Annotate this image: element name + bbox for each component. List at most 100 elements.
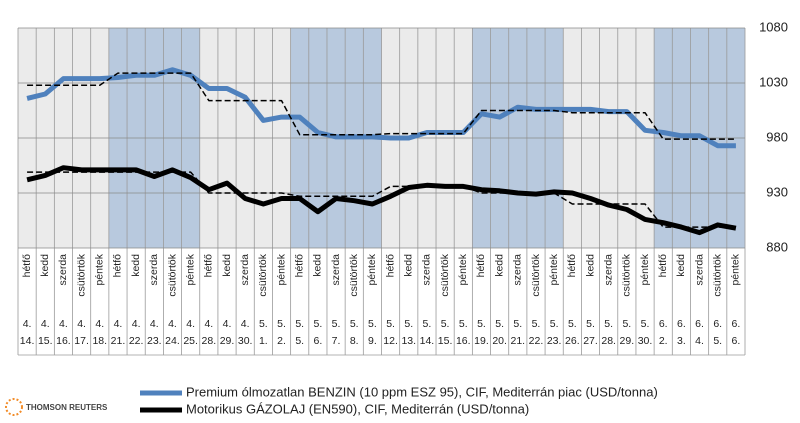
date-month: 4.	[223, 318, 232, 330]
date-day: 2.	[277, 335, 286, 347]
x-tick-label: csütörtök	[166, 253, 178, 296]
date-day: 14.	[20, 335, 35, 347]
x-tick-label: péntek	[366, 253, 378, 285]
y-tick-label: 880	[766, 239, 788, 254]
series-line	[26, 165, 737, 236]
logo-text: THOMSON REUTERS	[26, 403, 108, 412]
date-day: 5.	[295, 335, 304, 347]
y-tick-label: 930	[766, 184, 788, 199]
x-tick-label: szerda	[330, 254, 342, 286]
date-day: 21.	[111, 335, 126, 347]
x-tick-label: szerda	[148, 254, 160, 286]
date-day: 26.	[565, 335, 580, 347]
date-day: 9.	[368, 335, 377, 347]
x-tick-label: hétfő	[657, 254, 669, 278]
date-day: 2.	[659, 335, 668, 347]
x-tick-label: hétfő	[203, 254, 215, 278]
date-day: 30.	[638, 335, 653, 347]
x-tick-label: kedd	[675, 254, 687, 277]
date-month: 4.	[95, 318, 104, 330]
x-tick-label: hétfő	[21, 254, 33, 278]
date-day: 28.	[601, 335, 616, 347]
x-tick-label: csütörtök	[621, 253, 633, 296]
date-month: 5.	[495, 318, 504, 330]
x-tick-label: csütörtök	[348, 253, 360, 296]
x-tick-label: csütörtök	[439, 253, 451, 296]
date-day: 16.	[456, 335, 471, 347]
date-day: 12.	[383, 335, 398, 347]
x-tick-label: péntek	[94, 253, 106, 285]
x-tick-label: szerda	[512, 254, 524, 286]
date-day: 22.	[529, 335, 544, 347]
date-month: 5.	[459, 318, 468, 330]
date-month: 5.	[404, 318, 413, 330]
x-tick-label: kedd	[39, 254, 51, 277]
x-tick-label: szerda	[57, 254, 69, 286]
date-day: 4.	[695, 335, 704, 347]
date-day: 18.	[92, 335, 107, 347]
date-month: 4.	[186, 318, 195, 330]
date-month: 4.	[77, 318, 86, 330]
date-day: 27.	[583, 335, 598, 347]
date-day: 29.	[620, 335, 635, 347]
date-day: 16.	[56, 335, 71, 347]
x-tick-label: hétfő	[384, 254, 396, 278]
date-day: 15.	[438, 335, 453, 347]
x-tick-label: csütörtök	[530, 253, 542, 296]
x-tick-label: kedd	[221, 254, 233, 277]
date-day: 15.	[38, 335, 53, 347]
date-month: 5.	[277, 318, 286, 330]
y-tick-label: 1080	[759, 19, 788, 34]
x-tick-label: kedd	[312, 254, 324, 277]
date-month: 6.	[732, 318, 741, 330]
date-month: 4.	[241, 318, 250, 330]
date-month: 5.	[622, 318, 631, 330]
date-day: 20.	[492, 335, 507, 347]
date-day: 8.	[350, 335, 359, 347]
date-day: 17.	[74, 335, 89, 347]
date-day: 6.	[732, 335, 741, 347]
date-month: 6.	[713, 318, 722, 330]
x-tick-label: szerda	[602, 254, 614, 286]
date-day: 23.	[547, 335, 562, 347]
date-month: 6.	[695, 318, 704, 330]
x-tick-label: csütörtök	[75, 253, 87, 296]
date-month: 5.	[477, 318, 486, 330]
date-month: 4.	[41, 318, 50, 330]
x-tick-label: csütörtök	[257, 253, 269, 296]
logo-icon	[5, 398, 23, 416]
x-tick-label: szerda	[421, 254, 433, 286]
average-line	[27, 171, 736, 228]
date-day: 14.	[420, 335, 435, 347]
date-month: 5.	[295, 318, 304, 330]
x-tick-label: hétfő	[112, 254, 124, 278]
date-month: 4.	[132, 318, 141, 330]
date-day: 30.	[238, 335, 253, 347]
date-month: 5.	[568, 318, 577, 330]
date-day: 25.	[183, 335, 198, 347]
date-day: 23.	[147, 335, 162, 347]
x-tick-label: kedd	[403, 254, 415, 277]
x-tick-label: hétfő	[293, 254, 305, 278]
date-month: 4.	[23, 318, 32, 330]
date-month: 5.	[386, 318, 395, 330]
x-tick-label: péntek	[548, 253, 560, 285]
date-day: 22.	[129, 335, 144, 347]
date-day: 7.	[332, 335, 341, 347]
date-month: 5.	[314, 318, 323, 330]
x-tick-label: kedd	[584, 254, 596, 277]
date-month: 5.	[604, 318, 613, 330]
date-month: 4.	[168, 318, 177, 330]
x-tick-label: péntek	[275, 253, 287, 285]
average-line	[27, 72, 736, 140]
x-tick-label: péntek	[639, 253, 651, 285]
date-month: 5.	[423, 318, 432, 330]
x-tick-label: péntek	[184, 253, 196, 285]
x-tick-label: péntek	[457, 253, 469, 285]
series-line	[26, 67, 736, 149]
x-tick-label: szerda	[239, 254, 251, 286]
date-day: 29.	[220, 335, 235, 347]
x-tick-label: péntek	[730, 253, 742, 285]
date-month: 6.	[677, 318, 686, 330]
